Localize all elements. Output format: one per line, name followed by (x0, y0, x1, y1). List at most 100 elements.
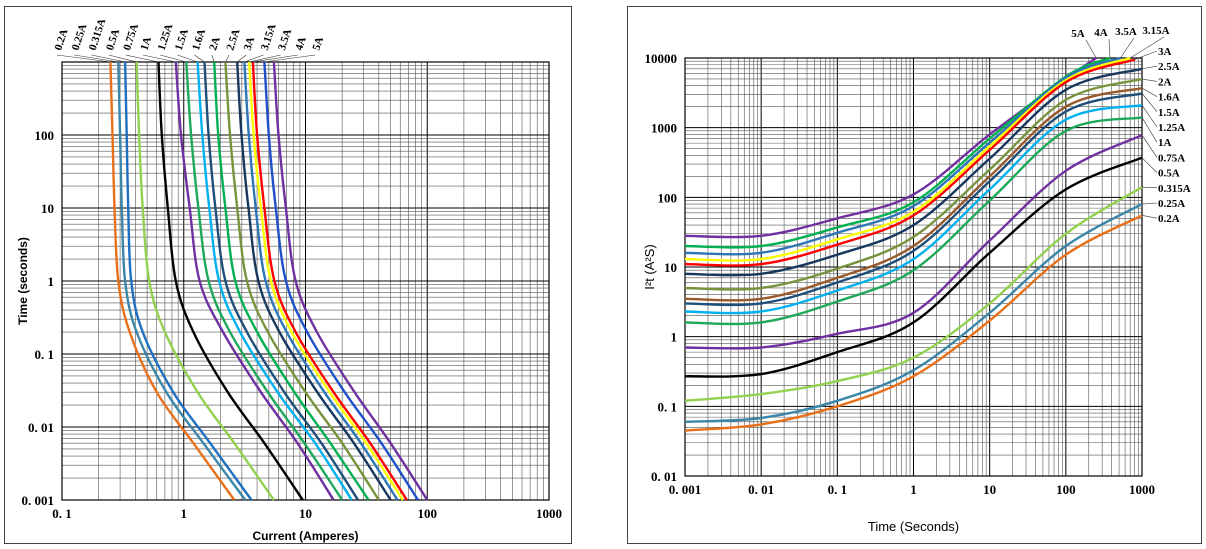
y-tick-label: 0. 1 (35, 347, 55, 362)
x-tick-label: 0. 1 (828, 482, 848, 497)
x-axis-label: Current (Amperes) (252, 529, 358, 543)
rating-label-1-25a: 1.25A (1158, 122, 1185, 134)
series-line-1-6a (684, 86, 1143, 302)
series-line-unlabeled-16 (272, 61, 429, 501)
y-axis-label: I²t (A²S) (642, 244, 657, 290)
rating-leader-line (1134, 50, 1158, 60)
rating-label-4a: 4A (293, 35, 309, 52)
series-line-4a (251, 61, 408, 501)
y-tick-label: 100 (35, 128, 55, 143)
x-tick-label: 1000 (1129, 482, 1155, 497)
rating-label-2-5a: 2.5A (224, 28, 242, 52)
series-line-0-25a (117, 61, 247, 501)
y-tick-label: 10000 (645, 51, 678, 66)
series-line-3-5a (684, 56, 1121, 256)
series-line-0-5a (135, 61, 275, 501)
rating-leader-line (244, 54, 264, 63)
x-tick-label: 0. 001 (669, 482, 702, 497)
series-line-0-75a (157, 61, 304, 501)
plot-frame (684, 57, 1143, 477)
series-line-3-15a (684, 56, 1131, 262)
series-line-2a (684, 77, 1143, 291)
x-tick-label: 1000 (536, 506, 562, 521)
y-tick-label: 10 (664, 260, 677, 275)
rating-leader-line (160, 54, 187, 63)
rating-label-5a: 5A (1071, 28, 1085, 40)
rating-label-1a: 1A (1158, 137, 1172, 149)
series-line-1-5a (196, 61, 353, 501)
series-line-3a (684, 58, 1135, 267)
rating-labels: 5A 4A 3.5A 3.15A 3A 2.5A 2A 1.6A 1.5A 1.25A 1A 0.75… (1071, 25, 1190, 225)
x-tick-label: 100 (1056, 482, 1076, 497)
rating-label-3-5a: 3.5A (276, 28, 294, 52)
x-tick-label: 0. 1 (52, 506, 72, 521)
series-line-0-2a (109, 61, 236, 501)
rating-label-1-6a: 1.6A (1158, 92, 1180, 104)
rating-leader-line (1141, 117, 1158, 143)
grid-lines (684, 57, 1143, 477)
rating-label-1-5a: 1.5A (173, 28, 191, 52)
rating-label-5a: 5A (310, 35, 326, 52)
rating-label-0-25a: 0.25A (1158, 198, 1185, 210)
series-line-1-25a (684, 104, 1143, 315)
rating-label-3a: 3A (242, 35, 258, 52)
y-tick-label: 0. 1 (658, 399, 678, 414)
series-line-1a (174, 61, 335, 501)
rating-leader-line (1141, 78, 1158, 82)
i2t-chart: 0. 001 0. 01 0. 1 1 10 100 10000. 010. 1110100… (642, 25, 1191, 534)
rating-leader-line (74, 54, 119, 63)
rating-label-3a: 3A (1158, 46, 1172, 58)
rating-label-1-6a: 1.6A (190, 28, 208, 52)
y-tick-label: 1000 (651, 121, 677, 136)
rating-leader-line (1141, 215, 1158, 219)
y-tick-label: 1 (671, 330, 678, 345)
series-line-0-2a (684, 214, 1143, 432)
rating-label-3-5a: 3.5A (1115, 26, 1137, 38)
rating-leader-line (1141, 93, 1158, 112)
rating-label-2a: 2A (207, 35, 223, 52)
rating-label-3-15a: 3.15A (1142, 25, 1169, 37)
plot-frame (61, 61, 550, 501)
series-line-2a (213, 61, 370, 501)
series-line-0-315a (684, 186, 1143, 402)
rating-label-2a: 2A (1158, 76, 1172, 88)
rating-leader-line (56, 54, 111, 63)
series-line-1-25a (185, 61, 344, 501)
rating-label-4a: 4A (1094, 27, 1108, 39)
y-tick-label: 100 (658, 190, 678, 205)
rating-leader-line (1141, 202, 1158, 205)
rating-leader-line (211, 54, 215, 63)
rating-leader-line (1120, 37, 1135, 59)
series-line-0-315a (123, 61, 253, 501)
x-tick-label: 10 (983, 482, 996, 497)
x-axis-label: Time (Seconds) (868, 519, 959, 534)
rating-leader-line (252, 54, 298, 63)
rating-label-0-5a: 0.5A (1158, 168, 1180, 180)
series-group (109, 61, 429, 501)
rating-leader-line (194, 54, 205, 63)
rating-leader-line (108, 54, 137, 63)
rating-leader-line (125, 54, 159, 63)
x-tick-label: 1 (910, 482, 917, 497)
series-line-3a (236, 61, 392, 501)
rating-leader-line (249, 54, 281, 63)
series-line-0-5a (684, 156, 1143, 378)
rating-label-0-5a: 0.5A (104, 28, 122, 52)
rating-leader-line (1130, 36, 1165, 59)
rating-leader-line (1141, 87, 1158, 97)
series-line-1a (684, 116, 1143, 326)
rating-leader-line (225, 54, 230, 63)
rating-leader-line (91, 54, 126, 63)
rating-leader-line (1141, 65, 1158, 70)
y-tick-label: 0. 001 (22, 493, 55, 508)
y-axis-label: Time (seconds) (16, 237, 30, 325)
rating-label-0-2a: 0.2A (1158, 213, 1180, 225)
y-tick-label: 0. 01 (651, 469, 677, 484)
rating-leader-line (264, 54, 316, 63)
y-tick-label: 0. 01 (28, 420, 54, 435)
series-line-5a (263, 61, 420, 501)
rating-leader-line (1141, 186, 1158, 189)
i2t-chart-panel: 0. 001 0. 01 0. 1 1 10 100 1000 0. 01 0. 1 1 10 100… (627, 6, 1202, 544)
rating-leader-line (177, 54, 198, 63)
